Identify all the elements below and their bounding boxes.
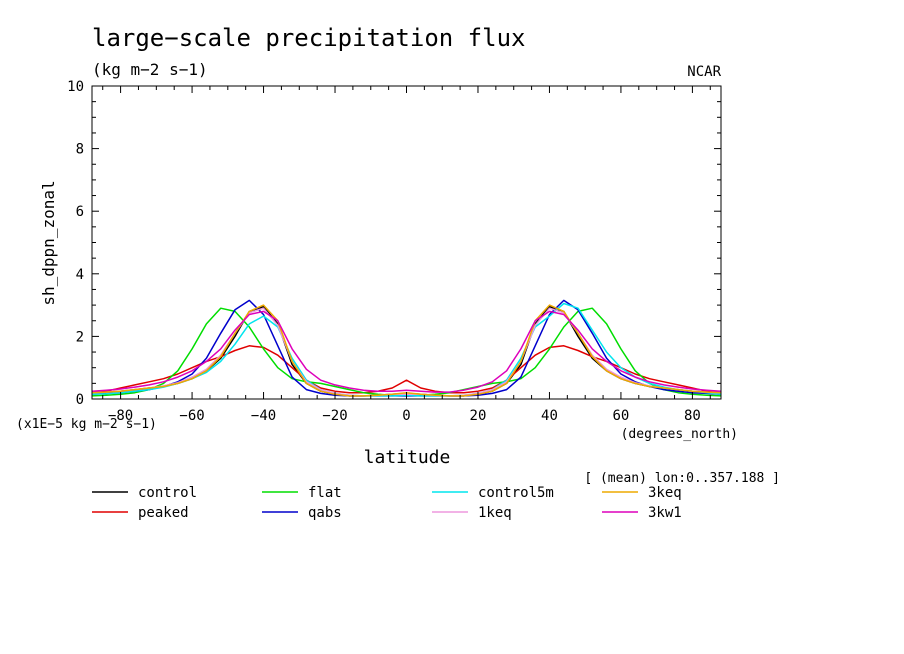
legend-label: peaked xyxy=(138,505,189,521)
chart-subtitle: (kg m−2 s−1) xyxy=(92,60,208,79)
x-tick-label: −40 xyxy=(251,408,276,424)
y-tick-label: 0 xyxy=(76,392,84,408)
credit-label: NCAR xyxy=(687,64,721,80)
y-tick-label: 4 xyxy=(76,267,84,283)
x-tick-label: 20 xyxy=(470,408,487,424)
legend-item-flat: flat xyxy=(262,485,342,501)
legend-item-control: control xyxy=(92,485,197,501)
legend-label: control5m xyxy=(478,485,554,501)
x-axis-label: latitude xyxy=(364,447,451,468)
tick-labels: −80 −60 −40 −20 0 20 40 60 80 0 2 4 6 8 10 xyxy=(67,79,701,424)
y-tick-label: 2 xyxy=(76,329,84,345)
y-tick-label: 6 xyxy=(76,204,84,220)
legend-item-3keq: 3keq xyxy=(602,485,682,501)
y-axis-label: sh_dppn_zonal xyxy=(39,180,58,305)
legend-label: control xyxy=(138,485,197,501)
legend-item-qabs: qabs xyxy=(262,505,342,521)
x-units-label: (degrees_north) xyxy=(621,427,738,442)
legend-label: flat xyxy=(308,485,342,501)
legend-item-3kw1: 3kw1 xyxy=(602,505,682,521)
x-tick-label: −20 xyxy=(322,408,347,424)
legend-label: qabs xyxy=(308,505,342,521)
chart-title: large−scale precipitation flux xyxy=(92,24,525,52)
legend-label: 3keq xyxy=(648,485,682,501)
x-tick-label: −80 xyxy=(108,408,133,424)
legend-label: 1keq xyxy=(478,505,512,521)
y-tick-label: 10 xyxy=(67,79,84,95)
plot-frame xyxy=(91,85,722,400)
legend-item-control5m: control5m xyxy=(432,485,554,501)
series-line-peaked xyxy=(91,345,722,394)
series-line-3kw1 xyxy=(91,310,722,393)
x-tick-label: 0 xyxy=(402,408,410,424)
x-tick-label: 60 xyxy=(613,408,630,424)
legend-label: 3kw1 xyxy=(648,505,682,521)
y-scale-note: (x1E−5 kg m−2 s−1) xyxy=(16,417,157,432)
legend-item-1keq: 1keq xyxy=(432,505,512,521)
x-tick-label: −60 xyxy=(179,408,204,424)
legend: control peaked flat qabs control5m 1keq 3keq 3k… xyxy=(92,485,682,521)
x-tick-label: 40 xyxy=(541,408,558,424)
legend-item-peaked: peaked xyxy=(92,505,189,521)
x-tick-label: 80 xyxy=(684,408,701,424)
mean-note: [ (mean) lon:0..357.188 ] xyxy=(584,471,780,486)
y-tick-label: 8 xyxy=(76,142,84,158)
